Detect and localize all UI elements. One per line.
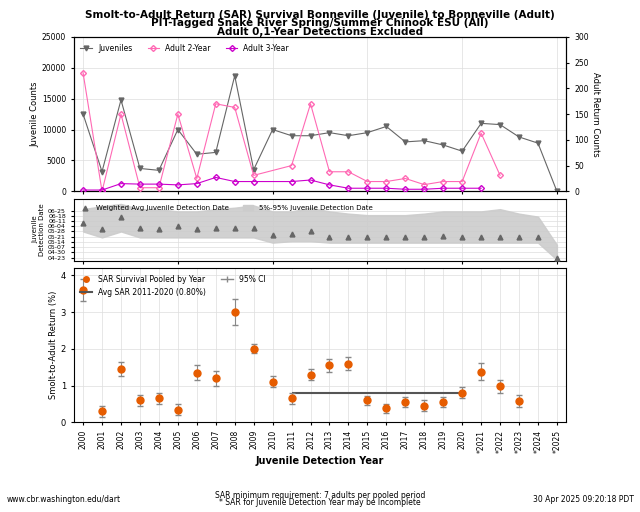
Y-axis label: Adult Return Counts: Adult Return Counts bbox=[591, 72, 600, 157]
Text: Adult 0,1-Year Detections Excluded: Adult 0,1-Year Detections Excluded bbox=[217, 27, 423, 37]
Legend: Juveniles, Adult 2-Year, Adult 3-Year: Juveniles, Adult 2-Year, Adult 3-Year bbox=[77, 40, 292, 56]
Text: SAR minimum requirement: 7 adults per pooled period: SAR minimum requirement: 7 adults per po… bbox=[215, 490, 425, 500]
Text: Smolt-to-Adult Return (SAR) Survival Bonneville (Juvenile) to Bonneville (Adult): Smolt-to-Adult Return (SAR) Survival Bon… bbox=[85, 10, 555, 20]
X-axis label: Juvenile Detection Year: Juvenile Detection Year bbox=[256, 456, 384, 466]
Y-axis label: Juvenile Counts: Juvenile Counts bbox=[30, 81, 39, 147]
Text: PIT-Tagged Snake River Spring/Summer Chinook ESU (All): PIT-Tagged Snake River Spring/Summer Chi… bbox=[151, 18, 489, 29]
Text: * SAR for Juvenile Detection Year may be Incomplete: * SAR for Juvenile Detection Year may be… bbox=[219, 498, 421, 507]
Text: www.cbr.washington.edu/dart: www.cbr.washington.edu/dart bbox=[6, 495, 120, 504]
Text: 30 Apr 2025 09:20:18 PDT: 30 Apr 2025 09:20:18 PDT bbox=[532, 495, 634, 504]
Legend: SAR Survival Pooled by Year, Avg SAR 2011-2020 (0.80%), 95% CI: SAR Survival Pooled by Year, Avg SAR 201… bbox=[77, 272, 269, 300]
Y-axis label: Juvenile
Detection Date: Juvenile Detection Date bbox=[32, 203, 45, 256]
Y-axis label: Smolt-to-Adult Return (%): Smolt-to-Adult Return (%) bbox=[49, 291, 58, 399]
Legend: Weighted Avg Juvenile Detection Date, 5%-95% Juvenile Detection Date: Weighted Avg Juvenile Detection Date, 5%… bbox=[77, 202, 375, 214]
